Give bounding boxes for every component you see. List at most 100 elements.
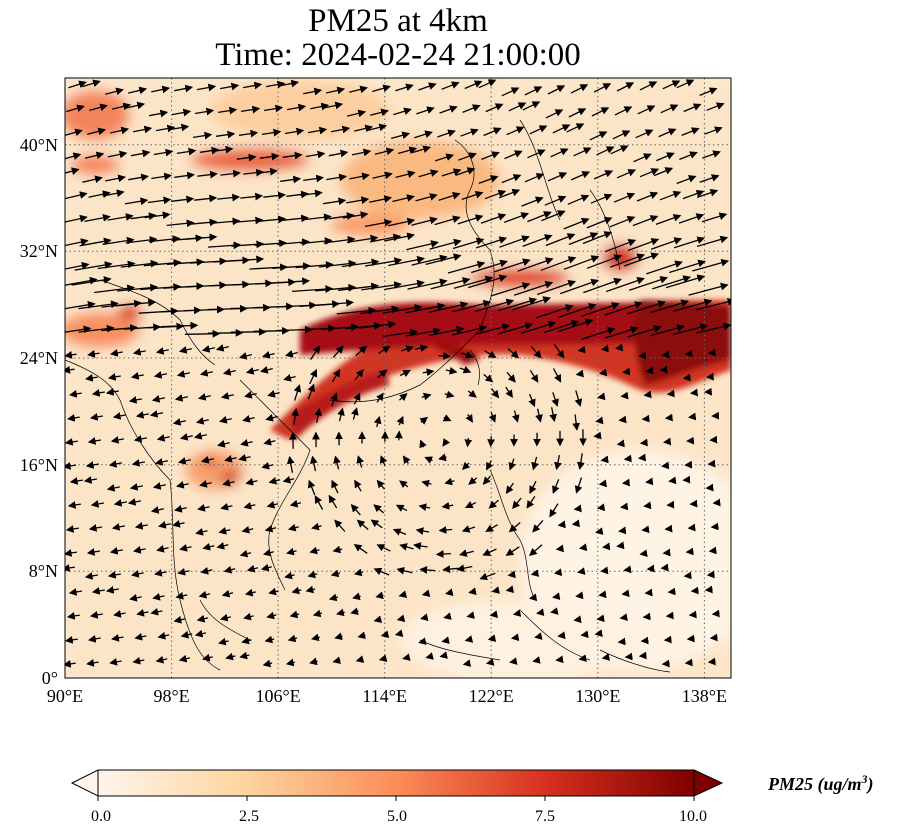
- wind-vector-arrow: [581, 302, 620, 317]
- wind-vector-arrow: [576, 453, 585, 470]
- wind-vector-arrow: [566, 123, 585, 133]
- wind-vector-arrow: [620, 391, 629, 400]
- wind-vector-arrow: [405, 302, 446, 314]
- wind-vector-arrow: [135, 411, 150, 419]
- wind-vector-arrow: [91, 587, 105, 595]
- wind-vector-arrow: [194, 194, 218, 203]
- wind-vector-arrow: [653, 167, 674, 177]
- wind-vector-arrow: [590, 193, 613, 204]
- wind-vector-arrow: [652, 275, 692, 290]
- wind-vector-arrow: [222, 368, 236, 376]
- wind-vector-arrow: [151, 395, 166, 403]
- wind-vector-arrow: [65, 167, 80, 175]
- wind-vector-arrow: [596, 503, 606, 512]
- wind-vector-arrow: [128, 396, 143, 404]
- wind-vector-arrow: [650, 324, 686, 337]
- wind-vector-arrow: [549, 407, 557, 423]
- wind-vector-arrow: [501, 87, 520, 97]
- wind-vector-arrow: [220, 169, 241, 178]
- wind-vector-arrow: [530, 346, 542, 359]
- wind-vector-arrow: [387, 217, 416, 227]
- wind-vector-arrow: [111, 523, 126, 531]
- wind-vector-arrow: [225, 652, 236, 661]
- wind-vector-arrow: [552, 479, 560, 494]
- wind-vector-arrow: [112, 102, 132, 111]
- wind-vector-arrow: [532, 656, 541, 664]
- wind-vector-arrow: [78, 324, 115, 333]
- wind-vector-arrow: [547, 85, 566, 95]
- wind-vector-arrow: [105, 87, 124, 96]
- wind-vector-arrow: [505, 386, 513, 398]
- wind-vector-arrow: [380, 630, 390, 639]
- wind-vector-arrow: [534, 632, 543, 640]
- wind-vector-arrow: [328, 593, 339, 602]
- wind-vector-arrow: [222, 479, 235, 487]
- lon-tick: 122°E: [469, 686, 514, 706]
- wind-vector-arrow: [369, 195, 393, 203]
- wind-vector-arrow: [424, 456, 434, 464]
- wind-vector-arrow: [465, 414, 473, 423]
- wind-vector-arrow: [628, 276, 669, 291]
- wind-vector-arrow: [89, 413, 103, 421]
- wind-vector-arrow: [505, 546, 520, 556]
- wind-vector-arrow: [132, 348, 146, 356]
- title-line-2: Time: 2024-02-24 21:00:00: [215, 37, 581, 73]
- wind-vector-arrow: [513, 281, 554, 296]
- wind-vector-arrow: [115, 298, 156, 307]
- wind-vector-arrow: [217, 106, 238, 115]
- wind-vector-arrow: [550, 607, 559, 615]
- wind-vector-arrow: [396, 566, 413, 575]
- lat-tick: 0°: [42, 668, 58, 688]
- wind-vector-arrow: [291, 408, 300, 425]
- wind-vector-arrow: [268, 476, 281, 485]
- wind-vector-arrow: [482, 475, 491, 485]
- wind-vector-arrow: [332, 345, 344, 359]
- wind-vector-arrow: [220, 502, 233, 511]
- wind-vector-arrow: [441, 501, 454, 510]
- lat-tick: 16°N: [20, 455, 58, 475]
- wind-vector-arrow: [69, 477, 83, 485]
- wind-vector-arrow: [359, 320, 397, 329]
- wind-vector-arrow: [695, 298, 731, 311]
- wind-vector-arrow: [481, 151, 500, 161]
- wind-vector-arrow: [65, 325, 92, 334]
- wind-vector-arrow: [377, 369, 388, 379]
- wind-vector-arrow: [535, 304, 574, 319]
- wind-vector-arrow: [354, 124, 374, 133]
- wind-vector-arrow: [434, 215, 461, 226]
- wind-vector-arrow: [241, 636, 252, 645]
- wind-vector-arrow: [627, 238, 660, 252]
- wind-vector-arrow: [467, 389, 477, 398]
- wind-vector-arrow: [86, 659, 99, 667]
- wind-vector-arrow: [199, 480, 212, 488]
- wind-vector-arrow: [180, 630, 193, 639]
- wind-vector-arrow: [554, 454, 562, 471]
- wind-vector-arrow: [86, 548, 101, 556]
- wind-vector-arrow: [295, 261, 334, 269]
- wind-vector-arrow: [305, 213, 332, 222]
- wind-vector-arrow: [376, 392, 384, 403]
- wind-vector-arrow: [461, 190, 484, 201]
- wind-vector-arrow: [239, 651, 250, 660]
- wind-vector-arrow: [468, 476, 478, 485]
- wind-vector-arrow: [459, 549, 474, 557]
- wind-vector-arrow: [442, 565, 459, 573]
- title-line-1: PM25 at 4km: [308, 3, 488, 39]
- wind-vector-arrow: [512, 497, 522, 510]
- wind-vector-arrow: [213, 145, 234, 154]
- wind-vector-arrow: [148, 109, 169, 118]
- wind-vector-arrow: [353, 568, 363, 577]
- wind-vector-arrow: [263, 104, 284, 113]
- wind-vectors: [65, 79, 731, 668]
- wind-vector-arrow: [497, 297, 538, 312]
- wind-vector-arrow: [491, 586, 501, 594]
- wind-vector-arrow: [155, 347, 169, 355]
- wind-vector-arrow: [484, 189, 507, 200]
- wind-vector-arrow: [239, 549, 252, 558]
- colorbar-label-end: ): [867, 774, 874, 794]
- wind-vector-arrow: [545, 109, 564, 119]
- wind-vector-arrow: [284, 571, 295, 580]
- wind-vector-arrow: [172, 520, 185, 528]
- wind-vector-arrow: [280, 79, 300, 88]
